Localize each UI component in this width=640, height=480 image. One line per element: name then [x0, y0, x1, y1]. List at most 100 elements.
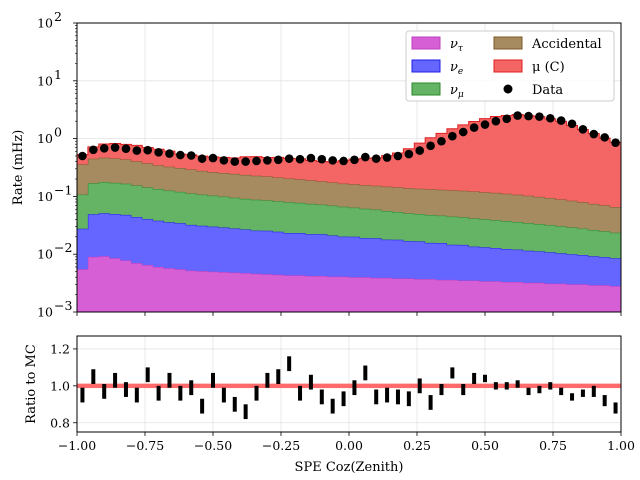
x-tick-label: −0.75	[126, 438, 164, 453]
y-tick-exponent: −1	[54, 182, 72, 197]
x-tick-label: 0.75	[539, 438, 567, 453]
data-point	[426, 141, 435, 151]
legend-swatch	[411, 36, 441, 50]
ratio-bar	[526, 387, 531, 396]
legend-label: Data	[532, 83, 563, 98]
data-point	[263, 156, 272, 165]
ratio-bar	[374, 389, 379, 405]
ratio-bar	[580, 389, 585, 397]
ratio-bar	[591, 385, 596, 397]
data-point	[491, 116, 501, 126]
data-point	[545, 113, 555, 123]
legend-label: μ (C)	[532, 60, 565, 75]
y-tick-label: 0.8	[50, 415, 70, 430]
ratio-bar	[548, 382, 553, 390]
stack-fill-	[77, 256, 621, 312]
y-tick-label: 10	[37, 131, 53, 146]
ratio-bar	[417, 378, 422, 394]
x-tick-label: −1.00	[58, 438, 96, 453]
ratio-bar	[156, 385, 161, 401]
data-point	[328, 156, 337, 165]
ratio-bar	[113, 372, 118, 388]
legend-swatch	[411, 82, 441, 96]
x-axis-label: SPE Coz(Zenith)	[295, 460, 404, 475]
data-point	[393, 151, 403, 161]
legend-data-marker	[503, 84, 513, 94]
legend-entries: ντ νe νμ Accidental μ (C) Data	[411, 36, 602, 100]
legend-label: νμ	[450, 83, 464, 100]
ratio-x-ticks: −1.00 −0.75 −0.50 −0.25 0.00 0.25 0.50 0.75 1.00	[58, 432, 635, 453]
x-tick-label: −0.25	[262, 438, 300, 453]
rate-y-axis-label: Rate (mHz)	[11, 130, 26, 206]
data-point	[197, 154, 207, 163]
legend-label: νe	[450, 60, 463, 77]
ratio-bar	[515, 380, 520, 388]
ratio-bar	[570, 393, 575, 401]
y-tick-label: 1.0	[50, 378, 70, 393]
data-point	[567, 119, 577, 129]
stack-fill-e	[77, 213, 621, 287]
data-point	[295, 154, 305, 164]
data-point	[252, 156, 261, 166]
ratio-bar	[537, 385, 542, 394]
data-point	[502, 114, 512, 124]
data-point	[611, 138, 620, 147]
y-tick-exponent: 1	[54, 67, 62, 82]
x-tick-label: 0.00	[335, 438, 363, 453]
data-point	[404, 149, 414, 159]
data-point	[241, 157, 250, 166]
legend-swatch	[493, 59, 523, 73]
data-point	[556, 116, 566, 125]
data-points	[78, 111, 620, 166]
data-point	[448, 131, 457, 141]
ratio-bar	[341, 391, 346, 407]
data-point	[230, 157, 240, 166]
x-tick-label: 0.25	[403, 438, 431, 453]
data-point	[437, 136, 446, 146]
data-point	[415, 146, 425, 155]
data-point	[78, 151, 87, 161]
rate-x-ticks	[76, 312, 622, 316]
data-point	[371, 154, 381, 163]
data-point	[513, 111, 522, 120]
data-point	[317, 154, 327, 164]
ratio-bar	[145, 367, 150, 383]
ratio-bar	[265, 372, 270, 388]
data-point	[186, 151, 196, 160]
ratio-bar	[211, 372, 215, 388]
ratio-bar	[406, 391, 411, 407]
data-point	[469, 123, 479, 132]
y-tick-exponent: −3	[54, 298, 72, 313]
ratio-panel: −1.00 −0.75 −0.50 −0.25 0.00 0.25 0.50 0.75 1.00…	[24, 335, 635, 475]
data-point	[350, 155, 359, 165]
x-tick-label: −0.50	[194, 438, 232, 453]
ratio-bar	[254, 385, 259, 401]
ratio-bar	[298, 385, 303, 401]
data-point	[458, 127, 468, 137]
ratio-bar	[102, 384, 107, 399]
data-point	[132, 146, 142, 155]
ratio-bar	[613, 402, 618, 414]
y-tick-exponent: −2	[54, 240, 72, 255]
ratio-bar	[134, 387, 139, 403]
ratio-bar	[395, 389, 400, 405]
data-point	[99, 143, 109, 153]
ratio-bar	[461, 384, 466, 396]
stack-fill-accidental	[77, 157, 621, 233]
ratio-bar	[330, 398, 335, 414]
ratio-bar	[287, 356, 292, 372]
legend-label: Accidental	[531, 37, 602, 52]
y-tick-exponent: 0	[54, 125, 62, 140]
ratio-bar	[178, 385, 183, 401]
x-tick-label: 1.00	[607, 438, 635, 453]
legend-label: ντ	[450, 37, 464, 54]
y-tick-label: 10	[37, 16, 53, 31]
y-tick-label: 10	[37, 247, 53, 262]
data-point	[176, 150, 185, 160]
y-tick-label: 10	[37, 73, 53, 88]
data-point	[382, 153, 392, 162]
x-tick-label: 0.50	[471, 438, 499, 453]
